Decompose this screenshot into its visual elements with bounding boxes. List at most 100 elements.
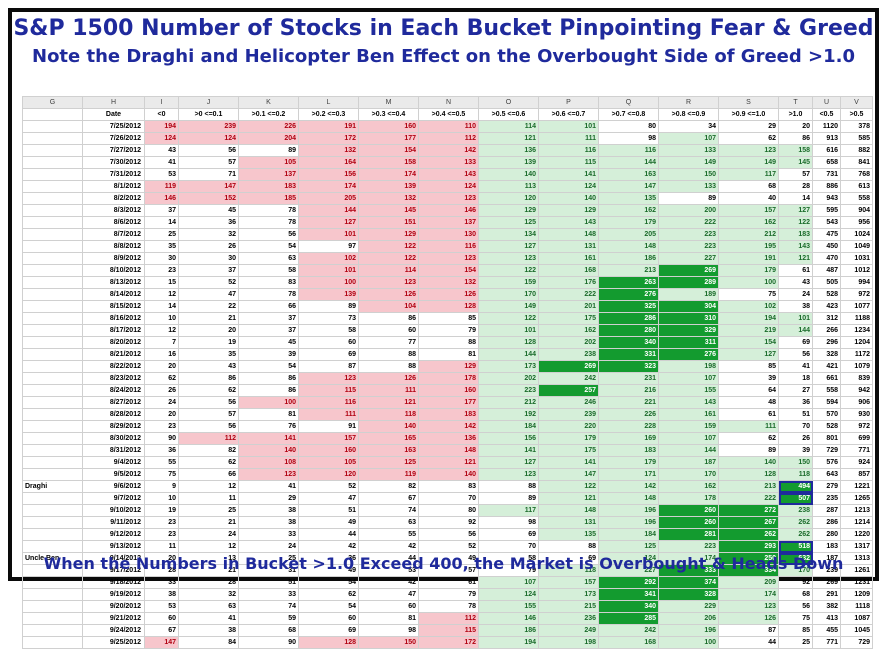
data-cell: 56	[778, 348, 813, 361]
row-label	[22, 372, 83, 385]
data-cell: 699	[840, 432, 873, 445]
data-cell: 115	[538, 156, 599, 169]
data-cell: 119	[144, 180, 179, 193]
data-cell: 97	[298, 240, 359, 253]
data-cell: 148	[418, 444, 479, 457]
row-label	[22, 636, 83, 649]
data-cell: 140	[538, 192, 599, 205]
column-header: >1.0	[778, 108, 813, 121]
data-cell: 30	[178, 252, 239, 265]
data-cell: 56	[778, 600, 813, 613]
table-row: 8/21/2012 16 35 39 69 88 81 144 238 331 276 127 56 32…	[22, 348, 873, 361]
data-cell: 956	[840, 216, 873, 229]
data-cell: 26	[778, 432, 813, 445]
data-cell: 178	[418, 372, 479, 385]
data-cell: 1120	[812, 120, 841, 133]
data-cell: 57	[178, 408, 239, 421]
data-cell: 121	[418, 456, 479, 469]
data-cell: 53	[144, 168, 179, 181]
column-letter: U	[812, 96, 841, 109]
data-cell: 28	[778, 180, 813, 193]
data-cell: 158	[358, 156, 419, 169]
data-cell: 1087	[840, 612, 873, 625]
table-row: 8/29/2012 23 56 76 91 140 142 184 220 228 159 111 70…	[22, 420, 873, 433]
chart-subtitle: Note the Draghi and Helicopter Ben Effec…	[32, 46, 855, 67]
data-cell: 128	[718, 468, 779, 481]
data-cell: 120	[478, 192, 539, 205]
table-row: 9/4/2012 55 62 108 105 125 121 127 141 179 187 140 1…	[22, 456, 873, 469]
data-cell: 249	[538, 624, 599, 637]
row-date: 9/25/2012	[82, 636, 145, 649]
data-cell: 139	[478, 156, 539, 169]
data-cell: 229	[658, 600, 719, 613]
data-cell: 543	[812, 216, 841, 229]
data-cell: 183	[598, 444, 659, 457]
data-cell: 857	[840, 468, 873, 481]
data-cell: 170	[658, 468, 719, 481]
table-row: 8/27/2012 24 56 100 116 121 177 212 246 221 143 48 3…	[22, 396, 873, 409]
data-cell: 1118	[840, 600, 873, 613]
data-cell: 81	[418, 348, 479, 361]
table-row: 8/16/2012 10 21 37 73 86 85 122 175 286 310 194 101 3…	[22, 312, 873, 325]
data-cell: 328	[658, 588, 719, 601]
data-cell: 61	[778, 264, 813, 277]
data-cell: 100	[298, 276, 359, 289]
data-cell: 88	[358, 360, 419, 373]
data-cell: 131	[538, 516, 599, 529]
data-cell: 162	[718, 216, 779, 229]
data-cell: 576	[812, 456, 841, 469]
data-cell: 281	[658, 528, 719, 541]
data-cell: 39	[778, 444, 813, 457]
row-label	[22, 444, 83, 457]
column-letter: T	[778, 96, 813, 109]
data-cell: 455	[812, 624, 841, 637]
data-cell: 287	[812, 504, 841, 517]
data-cell: 25	[144, 228, 179, 241]
table-row: 8/6/2012 14 36 78 127 151 137 125 143 179 222 162 12…	[22, 216, 873, 229]
data-cell: 173	[538, 588, 599, 601]
data-cell: 994	[840, 276, 873, 289]
data-cell: 49	[298, 516, 359, 529]
data-cell: 174	[298, 180, 359, 193]
data-cell: 33	[238, 528, 299, 541]
data-cell: 132	[298, 144, 359, 157]
data-cell: 215	[538, 600, 599, 613]
data-cell: 51	[298, 504, 359, 517]
row-label	[22, 624, 83, 637]
data-cell: 123	[418, 192, 479, 205]
data-cell: 801	[812, 432, 841, 445]
data-cell: 286	[598, 312, 659, 325]
table-row: 8/14/2012 12 47 78 139 126 126 170 222 276 189 75 24…	[22, 288, 873, 301]
column-letter: K	[238, 96, 299, 109]
data-cell: 286	[812, 516, 841, 529]
data-cell: 126	[358, 372, 419, 385]
data-cell: 51	[238, 576, 299, 589]
data-cell: 78	[238, 204, 299, 217]
data-cell: 89	[298, 300, 359, 313]
data-cell: 291	[812, 588, 841, 601]
data-cell: 91	[298, 420, 359, 433]
data-cell: 122	[538, 480, 599, 493]
data-cell: 123	[718, 600, 779, 613]
row-date: 9/6/2012	[82, 480, 145, 493]
data-cell: 142	[598, 480, 659, 493]
data-cell: 170	[778, 564, 813, 577]
column-header: <0	[144, 108, 179, 121]
row-label	[22, 120, 83, 133]
data-cell: 55	[358, 528, 419, 541]
data-cell: 191	[718, 252, 779, 265]
data-cell: 24	[144, 396, 179, 409]
data-cell: 239	[538, 408, 599, 421]
row-label	[22, 492, 83, 505]
data-cell: 205	[598, 228, 659, 241]
data-cell: 127	[298, 216, 359, 229]
data-cell: 39	[238, 348, 299, 361]
data-cell: 213	[718, 480, 779, 493]
data-cell: 76	[238, 420, 299, 433]
data-cell: 144	[778, 324, 813, 337]
data-cell: 135	[538, 528, 599, 541]
data-cell: 143	[778, 240, 813, 253]
data-cell: 195	[718, 240, 779, 253]
data-cell: 156	[478, 432, 539, 445]
